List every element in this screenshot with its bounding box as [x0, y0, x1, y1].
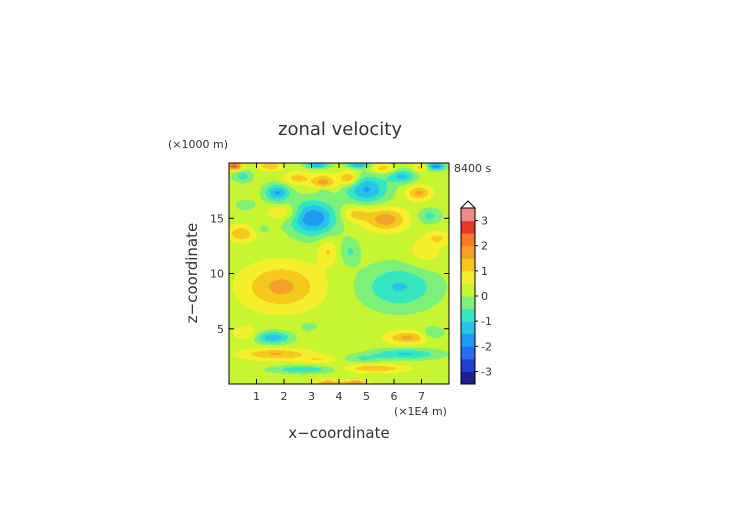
colorbar-swatch — [461, 270, 475, 284]
colorbar-swatch — [461, 220, 475, 234]
time-label: 8400 s — [454, 162, 491, 175]
x-axis-label: x−coordinate — [288, 424, 389, 442]
colorbar-tick-label: 0 — [481, 290, 488, 303]
colorbar: 3 2 1 0 -1 -2 -3 — [459, 200, 492, 385]
y-tick-label: 15 — [210, 212, 224, 225]
y-axis-ticks: 5 10 15 — [210, 212, 449, 336]
x-tick-label: 4 — [336, 390, 343, 403]
chart-title: zonal velocity — [278, 119, 402, 140]
velocity-field — [229, 163, 449, 384]
x-tick-label: 1 — [253, 390, 260, 403]
x-tick-label: 3 — [308, 390, 315, 403]
colorbar-swatch — [461, 371, 475, 385]
colorbar-swatch — [461, 208, 475, 222]
x-tick-label: 7 — [418, 390, 425, 403]
colorbar-tick-label: 1 — [481, 265, 488, 278]
colorbar-swatch — [461, 296, 475, 310]
colorbar-swatch — [461, 233, 475, 247]
x-tick-label: 5 — [363, 390, 370, 403]
x-unit-label: (×1E4 m) — [394, 405, 447, 418]
x-tick-label: 6 — [391, 390, 398, 403]
colorbar-swatch — [461, 283, 475, 297]
colorbar-tick-label: 3 — [481, 215, 488, 228]
colorbar-tick-label: -3 — [481, 365, 492, 378]
x-tick-label: 2 — [281, 390, 288, 403]
colorbar-swatch — [461, 321, 475, 335]
colorbar-swatch — [461, 308, 475, 322]
y-axis-label: z−coordinate — [183, 223, 201, 323]
colorbar-swatch — [461, 245, 475, 259]
colorbar-tick-label: -1 — [481, 315, 492, 328]
colorbar-extend-arrow — [459, 200, 477, 209]
y-unit-label: (×1000 m) — [168, 138, 228, 151]
y-tick-label: 5 — [217, 323, 224, 336]
colorbar-swatch — [461, 358, 475, 372]
x-axis-ticks: 1 2 3 4 5 6 7 — [253, 163, 425, 403]
colorbar-swatch — [461, 333, 475, 347]
y-tick-label: 10 — [210, 268, 224, 281]
colorbar-swatch — [461, 346, 475, 360]
colorbar-tick-label: 2 — [481, 240, 488, 253]
colorbar-tick-label: -2 — [481, 340, 492, 353]
colorbar-swatch — [461, 258, 475, 272]
